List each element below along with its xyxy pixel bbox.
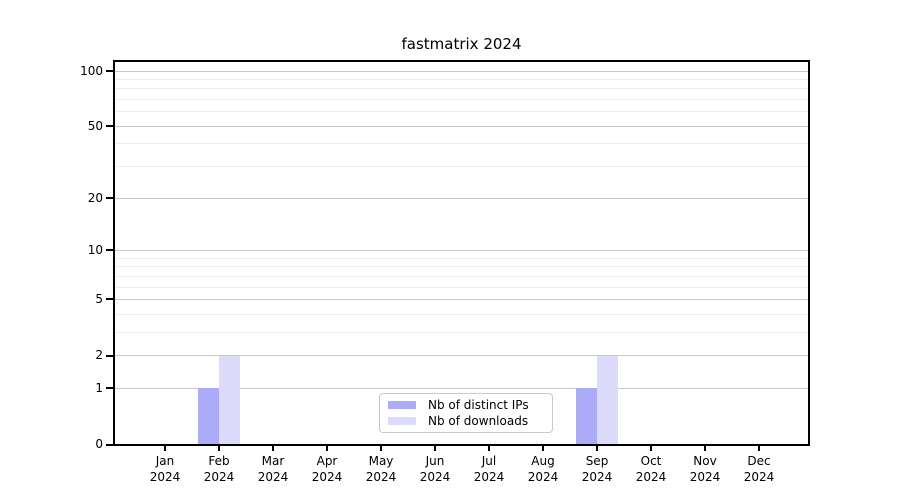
x-axis-tick [218, 446, 220, 451]
legend-label: Nb of distinct IPs [428, 398, 529, 412]
minor-gridline [115, 99, 808, 101]
x-axis-tick-label: Sep 2024 [581, 454, 613, 484]
y-axis-tick [106, 443, 113, 446]
distinct-ips-swatch-icon [388, 401, 416, 409]
legend: Nb of distinct IPs Nb of downloads [379, 393, 553, 433]
x-axis-tick [596, 446, 598, 451]
y-axis-tick-label: 5 [95, 291, 103, 306]
bar-downloads-sep [597, 355, 618, 444]
y-axis-tick-label: 20 [87, 190, 103, 205]
x-axis-tick-label: May 2024 [365, 454, 397, 484]
major-gridline [115, 355, 808, 357]
x-axis-tick-label: Jan 2024 [149, 454, 181, 484]
y-axis-tick-label: 100 [80, 63, 103, 78]
major-gridline [115, 249, 808, 251]
major-gridline [115, 125, 808, 127]
x-axis-tick-label: Dec 2024 [743, 454, 775, 484]
legend-item-downloads: Nb of downloads [388, 414, 544, 428]
x-axis-tick-label: Jul 2024 [473, 454, 505, 484]
x-axis-tick [542, 446, 544, 451]
y-axis-tick-label: 10 [87, 242, 103, 257]
minor-gridline [115, 313, 808, 315]
major-gridline [115, 197, 808, 199]
x-axis-tick-label: Feb 2024 [203, 454, 235, 484]
minor-gridline [115, 143, 808, 145]
minor-gridline [115, 331, 808, 333]
major-gridline [115, 298, 808, 300]
legend-item-distinct-ips: Nb of distinct IPs [388, 398, 544, 412]
x-axis-tick-label: Jun 2024 [419, 454, 451, 484]
bar-distinct-ips-sep [576, 388, 597, 444]
downloads-swatch-icon [388, 417, 416, 425]
y-axis-tick [106, 125, 113, 128]
y-axis-tick-label: 2 [95, 348, 103, 363]
y-axis-tick [106, 298, 113, 301]
x-axis-tick [326, 446, 328, 451]
x-axis-tick-label: Nov 2024 [689, 454, 721, 484]
y-axis-tick [106, 70, 113, 72]
x-axis-tick-label: Aug 2024 [527, 454, 559, 484]
y-axis-tick-label: 0 [95, 437, 103, 451]
x-axis-tick [380, 446, 382, 451]
major-gridline [115, 70, 808, 72]
minor-gridline [115, 275, 808, 277]
x-axis-tick [758, 446, 760, 451]
x-axis-tick [272, 446, 274, 451]
x-axis-tick [164, 446, 166, 451]
y-axis-tick [106, 354, 113, 357]
minor-gridline [115, 286, 808, 288]
x-axis-tick [650, 446, 652, 451]
bar-downloads-feb [219, 355, 240, 444]
minor-gridline [115, 88, 808, 90]
y-axis-tick-label: 1 [95, 380, 103, 395]
x-axis-tick [488, 446, 490, 451]
x-axis-tick [434, 446, 436, 451]
minor-gridline [115, 78, 808, 80]
y-axis-tick-label: 50 [87, 118, 103, 133]
y-axis-tick [106, 249, 113, 252]
legend-label: Nb of downloads [428, 414, 529, 428]
y-axis-tick [106, 197, 113, 200]
minor-gridline [115, 166, 808, 168]
bar-distinct-ips-feb [198, 388, 219, 444]
x-axis-tick-label: Apr 2024 [311, 454, 343, 484]
major-gridline [115, 387, 808, 389]
x-axis-tick [704, 446, 706, 451]
minor-gridline [115, 266, 808, 268]
chart-title: fastmatrix 2024 [401, 35, 522, 53]
x-axis-tick-label: Oct 2024 [635, 454, 667, 484]
minor-gridline [115, 111, 808, 113]
x-axis-tick-label: Mar 2024 [257, 454, 289, 484]
minor-gridline [115, 257, 808, 259]
y-axis-tick [106, 387, 113, 390]
